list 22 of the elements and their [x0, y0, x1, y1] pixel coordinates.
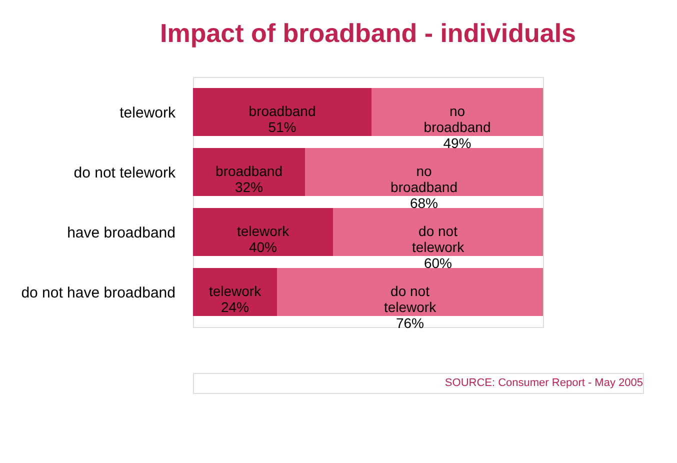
bar [193, 88, 372, 136]
data-label: broadband 32% [216, 163, 282, 195]
data-label: no broadband 49% [424, 103, 491, 151]
chart-title: Impact of broadband - individuals [160, 18, 576, 48]
bar [193, 268, 277, 316]
data-label: do not telework 60% [412, 223, 466, 271]
source-note: SOURCE: Consumer Report - May 2005 [444, 377, 643, 389]
y-tick-label: have broadband [67, 224, 176, 242]
y-tick-label: do not telework [74, 164, 176, 182]
bar [305, 148, 543, 196]
bar [193, 148, 305, 196]
bar [193, 208, 333, 256]
bar [372, 88, 543, 136]
data-label: telework 24% [208, 283, 262, 315]
bar [333, 208, 543, 256]
data-label: broadband 51% [248, 103, 316, 135]
data-label: no broadband 68% [390, 163, 458, 211]
data-label: do not telework 76% [384, 283, 438, 331]
y-tick-label: telework [120, 104, 176, 122]
bar [277, 268, 543, 316]
y-tick-label: do not have broadband [21, 284, 176, 302]
data-label: telework 40% [236, 223, 290, 255]
